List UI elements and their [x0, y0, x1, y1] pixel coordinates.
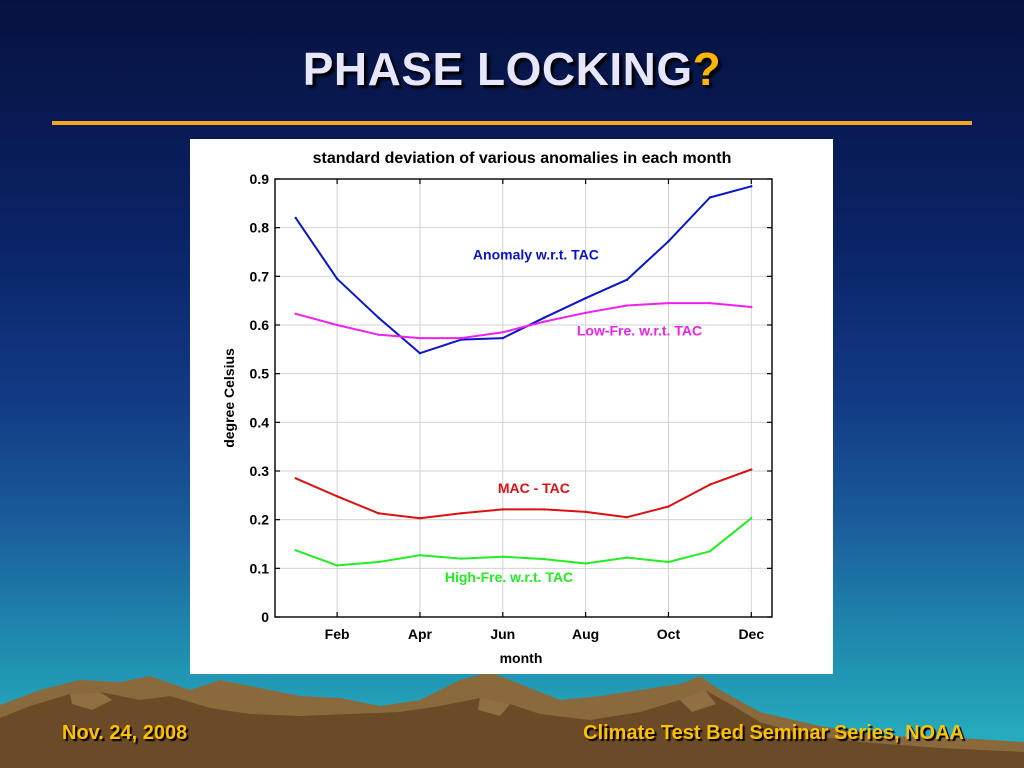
- x-tick-label: Aug: [572, 626, 599, 642]
- chart-title: standard deviation of various anomalies …: [313, 150, 732, 167]
- chart-panel: 0 0.1 0.2 0.3 0.4 0.5 0.6 0.7 0.8 0.9 Feb Apr Jun Aug…: [190, 139, 833, 674]
- series-2-point: [667, 301, 670, 305]
- chart-grid: [275, 178, 772, 618]
- series-3-point: [750, 468, 753, 471]
- series-4-point: [543, 557, 546, 561]
- y-axis-label: degree Celsius: [221, 348, 237, 448]
- series-2-point: [418, 336, 422, 340]
- mountain-highlight-2: [478, 698, 510, 716]
- y-tick-label: 0.7: [250, 268, 270, 284]
- x-tick-label: Jun: [490, 626, 515, 642]
- series-label-3: MAC - TAC: [498, 480, 570, 496]
- slide-title-text: PHASE LOCKING: [302, 43, 693, 95]
- series-4-point: [460, 557, 463, 560]
- x-tick-label: Dec: [738, 626, 764, 642]
- footer-date: Nov. 24, 2008: [62, 722, 188, 744]
- std-dev-line-chart: 0 0.1 0.2 0.3 0.4 0.5 0.6 0.7 0.8 0.9 Feb Apr Jun Aug…: [221, 150, 773, 666]
- series-2-point: [460, 336, 463, 340]
- series-4-point: [708, 550, 712, 553]
- y-tick-label: 0.1: [250, 560, 270, 576]
- series-1-point: [418, 352, 422, 355]
- series-2-point: [708, 301, 712, 305]
- slide-title-question-mark: ?: [692, 43, 722, 95]
- series-2-point: [584, 311, 587, 315]
- series-4-point: [377, 560, 380, 564]
- series-3-point: [501, 508, 504, 511]
- series-line-4: [295, 517, 752, 567]
- series-3-point: [667, 505, 670, 508]
- y-tick-label: 0.9: [250, 171, 270, 187]
- mountain-front-ridge: [0, 690, 1024, 768]
- series-2-point: [625, 304, 629, 307]
- series-2-point: [377, 333, 380, 336]
- mountain-highlight-3: [680, 690, 716, 712]
- series-1-point: [667, 240, 670, 243]
- mountain-highlight: [70, 692, 112, 710]
- chart-series: [294, 185, 753, 567]
- footer-series-name: Climate Test Bed Seminar Series, NOAA: [583, 722, 964, 744]
- series-4-point: [667, 560, 670, 564]
- series-4-point: [294, 549, 297, 552]
- chart-labels: 0 0.1 0.2 0.3 0.4 0.5 0.6 0.7 0.8 0.9 Feb Apr Jun Aug…: [250, 171, 765, 642]
- y-tick-label: 0: [261, 609, 269, 625]
- series-4-point: [335, 564, 339, 567]
- series-2-point: [543, 320, 546, 323]
- x-tick-label: Apr: [408, 626, 433, 642]
- series-label-2: Low-Fre. w.r.t. TAC: [577, 323, 702, 339]
- series-4-point: [584, 562, 587, 565]
- series-1-point: [584, 297, 587, 300]
- series-1-point: [335, 277, 339, 280]
- series-4-point: [750, 517, 753, 520]
- y-tick-label: 0.5: [250, 366, 270, 382]
- title-underline: [52, 121, 972, 125]
- y-tick-label: 0.2: [250, 512, 270, 528]
- series-4-point: [625, 556, 629, 559]
- series-3-point: [584, 510, 587, 514]
- plot-frame: [274, 178, 773, 618]
- series-label-1: Anomaly w.r.t. TAC: [473, 246, 599, 262]
- series-label-4: High-Fre. w.r.t. TAC: [445, 569, 573, 585]
- series-2-point: [750, 305, 753, 309]
- series-3-point: [543, 508, 546, 511]
- series-2-point: [294, 312, 297, 316]
- x-tick-label: Feb: [325, 626, 350, 642]
- series-line-3: [295, 468, 752, 520]
- series-1-point: [708, 196, 712, 199]
- series-1-point: [294, 216, 297, 220]
- series-2-point: [501, 331, 504, 334]
- series-1-point: [543, 316, 546, 319]
- series-1-point: [377, 316, 380, 319]
- series-3-point: [418, 517, 422, 520]
- series-3-point: [708, 483, 712, 486]
- series-4-point: [501, 555, 504, 558]
- x-axis-label: month: [500, 650, 543, 666]
- y-tick-label: 0.3: [250, 463, 270, 479]
- series-1-point: [625, 278, 629, 281]
- series-4-point: [418, 553, 422, 557]
- series-1-point: [750, 185, 753, 188]
- series-3-point: [460, 512, 463, 515]
- series-3-point: [335, 495, 339, 498]
- series-3-point: [294, 477, 297, 480]
- series-line-2: [295, 302, 752, 340]
- y-tick-label: 0.4: [250, 414, 270, 430]
- chart-ticks: [275, 178, 772, 618]
- slide-title: PHASE LOCKING?: [0, 42, 1024, 96]
- y-tick-label: 0.8: [250, 220, 270, 236]
- series-1-point: [501, 336, 504, 340]
- y-tick-label: 0.6: [250, 317, 270, 333]
- series-3-point: [377, 512, 380, 515]
- series-2-point: [335, 323, 339, 327]
- x-tick-label: Oct: [657, 626, 681, 642]
- series-3-point: [625, 516, 629, 519]
